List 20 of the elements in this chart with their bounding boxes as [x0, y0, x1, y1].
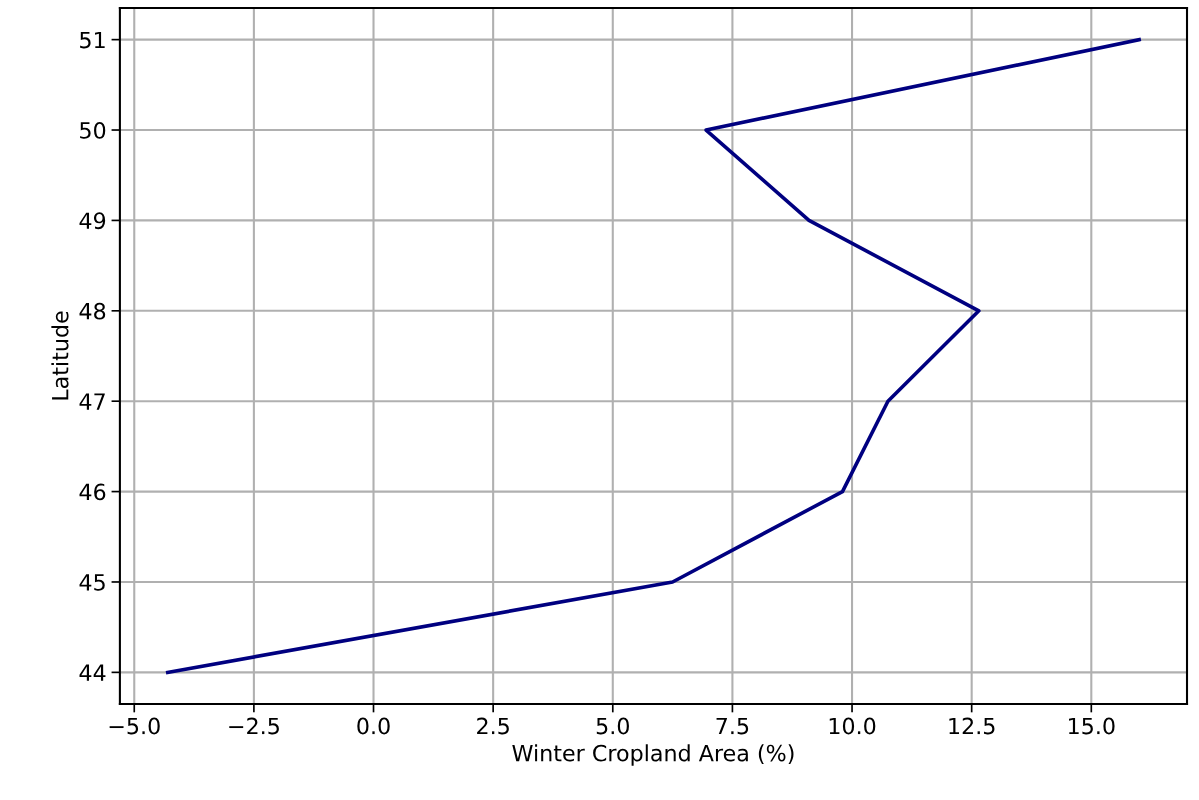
y-axis-title: Latitude: [51, 311, 69, 400]
y-tick-label: 48: [79, 302, 106, 320]
y-tick-label: 50: [80, 121, 106, 139]
y-tick-label: 51: [80, 31, 105, 49]
x-tick-label: 2.5: [477, 717, 509, 735]
line-series: [165, 37, 1141, 675]
x-tick-label: −5.0: [109, 717, 160, 735]
y-tick-label: 46: [79, 483, 106, 501]
x-tick-label: 15.0: [1069, 717, 1115, 735]
x-axis-title: Winter Cropland Area (%): [512, 744, 794, 766]
x-tick-label: 0.0: [357, 717, 390, 735]
y-tick-label: 44: [79, 664, 106, 681]
y-tick-label: 49: [79, 212, 106, 230]
x-tick-label: 7.5: [716, 717, 749, 735]
y-tick-label: 45: [79, 574, 105, 591]
x-tick-label: 10.0: [829, 717, 876, 735]
y-tick-label: 47: [79, 393, 105, 410]
x-tick-label: 5.0: [596, 717, 629, 735]
x-tick-label: −2.5: [229, 717, 279, 735]
x-tick-label: 12.5: [949, 717, 995, 735]
